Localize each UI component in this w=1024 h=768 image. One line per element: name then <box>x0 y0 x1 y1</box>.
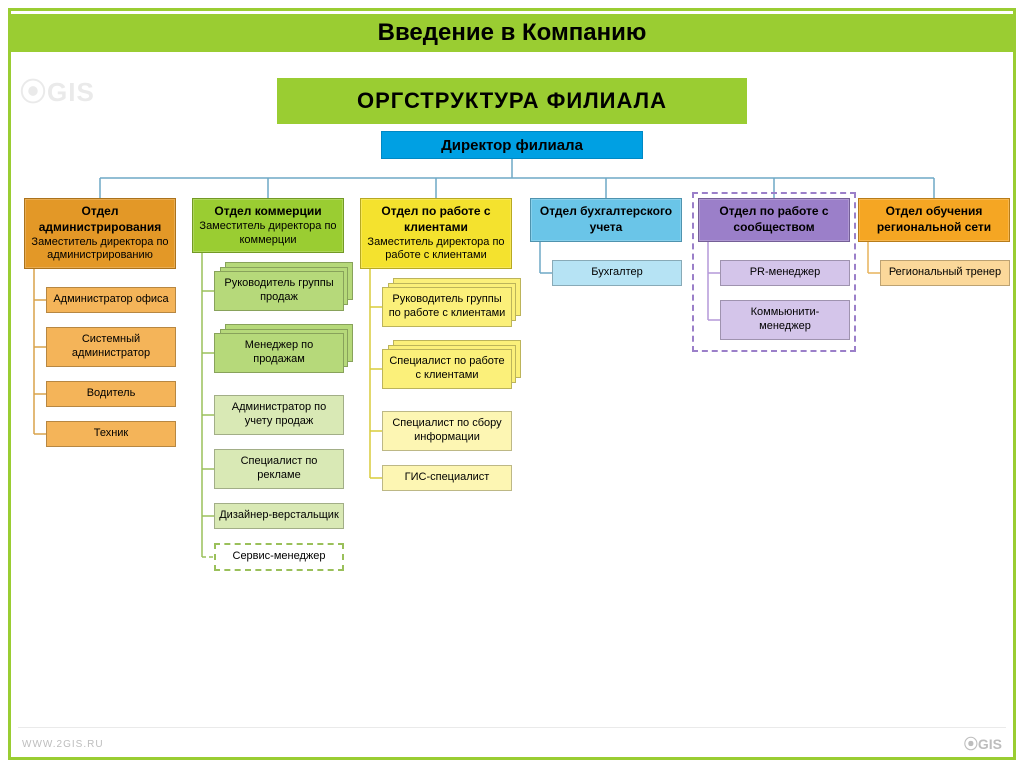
dept-title: Отдел по работе с клиентами <box>381 204 490 234</box>
role-box: Бухгалтер <box>552 260 682 286</box>
role-box: Администратор офиса <box>46 287 176 313</box>
role-box: ГИС-специалист <box>382 465 512 491</box>
director-box: Директор филиала <box>381 131 643 159</box>
subtitle-text: ОРГСТРУКТУРА ФИЛИАЛА <box>357 88 667 114</box>
slide-subtitle: ОРГСТРУКТУРА ФИЛИАЛА <box>277 78 747 124</box>
dept-commerce: Отдел коммерции Заместитель директора по … <box>192 198 344 253</box>
role-box: Руководитель группы продаж <box>214 271 344 311</box>
slide-header: Введение в Компанию <box>10 14 1014 52</box>
role-box: Техник <box>46 421 176 447</box>
footer-url: WWW.2GIS.RU <box>22 739 104 750</box>
role-box: Специалист по рекламе <box>214 449 344 489</box>
dept-training: Отдел обучения региональной сети <box>858 198 1010 242</box>
dept-subtitle: Заместитель директора по администрирован… <box>31 236 168 262</box>
role-box: Сервис-менеджер <box>214 543 344 571</box>
dept-admin: Отдел администрированияЗаместитель дирек… <box>24 198 176 269</box>
role-box: Менеджер по продажам <box>214 333 344 373</box>
dept-title: Отдел обучения региональной сети <box>877 204 991 234</box>
footer-divider <box>18 727 1006 728</box>
role-box: Водитель <box>46 381 176 407</box>
dept-title: Отдел бухгалтерского учета <box>540 204 672 234</box>
role-box: Администратор по учету продаж <box>214 395 344 435</box>
dept-subtitle: Заместитель директора по работе с клиент… <box>367 236 504 262</box>
footer-logo: ⦿GIS <box>964 734 1002 754</box>
dept-clients: Отдел по работе с клиентамиЗаместитель д… <box>360 198 512 269</box>
role-box: Дизайнер-верстальщик <box>214 503 344 529</box>
dept-title: Отдел коммерции <box>214 204 321 218</box>
role-box: Региональный тренер <box>880 260 1010 286</box>
slide-title: Введение в Компанию <box>378 19 647 47</box>
community-dashed-container <box>692 192 856 352</box>
watermark-logo: ⦿GIS <box>20 72 95 109</box>
dept-accounting: Отдел бухгалтерского учета <box>530 198 682 242</box>
director-label: Директор филиала <box>441 137 583 154</box>
role-box: Системный администратор <box>46 327 176 367</box>
role-box: Руководитель группы по работе с клиентам… <box>382 287 512 327</box>
dept-title: Отдел администрирования <box>39 204 162 234</box>
role-box: Специалист по работе с клиентами <box>382 349 512 389</box>
dept-subtitle: Заместитель директора по коммерции <box>199 220 336 246</box>
role-box: Специалист по сбору информации <box>382 411 512 451</box>
